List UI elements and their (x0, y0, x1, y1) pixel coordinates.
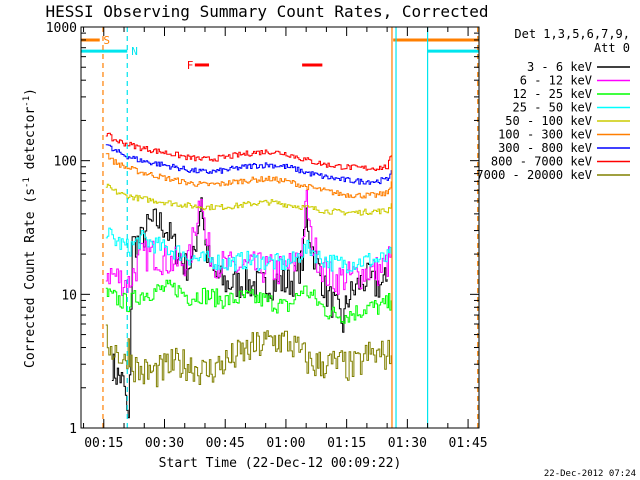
x-tick-label: 00:30 (145, 436, 184, 451)
y-tick-label: 100 (54, 155, 77, 170)
x-axis-label: Start Time (22-Dec-12 00:09:22) (159, 456, 402, 471)
legend-label-4: 50 - 100 keV (505, 114, 592, 128)
y-axis-label: Corrected Count Rate (s-1 detector-1) (22, 88, 38, 368)
x-tick-label: 00:15 (84, 436, 123, 451)
y-axis-label-end: ) (23, 88, 38, 96)
legend-label-0: 3 - 6 keV (527, 60, 592, 74)
series-line-8 (105, 324, 392, 388)
legend-label-7: 800 - 7000 keV (491, 155, 592, 169)
x-tick-label: 01:15 (327, 436, 366, 451)
y-axis-label-exp1: -1 (22, 177, 32, 188)
series-line-5 (105, 153, 392, 199)
series-line-3 (105, 227, 392, 274)
x-tick-label: 01:30 (388, 436, 427, 451)
legend-label-5: 100 - 300 keV (498, 128, 592, 142)
x-tick-label: 01:45 (449, 436, 488, 451)
legend-label-3: 25 - 50 keV (513, 101, 592, 115)
flag-label-N: N (131, 45, 138, 58)
x-tick-label: 00:45 (206, 436, 245, 451)
flag-label-F: F (187, 59, 194, 72)
y-axis-label-exp2: -1 (22, 96, 32, 107)
series-line-4 (105, 183, 392, 216)
y-axis-label-main: Corrected Count Rate (s (23, 188, 38, 368)
legend-label-6: 300 - 800 keV (498, 141, 592, 155)
y-tick-label: 1 (69, 422, 77, 437)
series-line-7 (105, 132, 392, 171)
x-tick-label: 01:00 (266, 436, 305, 451)
legend-label-1: 6 - 12 keV (520, 74, 592, 88)
timestamp: 22-Dec-2012 07:24 (544, 469, 636, 479)
legend-header-line1: Det 1,3,5,6,7,9, (514, 27, 630, 41)
flag-label-S: S (103, 34, 110, 47)
y-tick-label: 10 (61, 288, 77, 303)
series-line-0 (111, 197, 388, 419)
y-axis-label-mid: detector (23, 107, 38, 178)
legend-header-line2: Att 0 (594, 41, 630, 55)
legend-label-2: 12 - 25 keV (513, 87, 592, 101)
y-tick-label: 1000 (46, 21, 77, 36)
chart-title: HESSI Observing Summary Count Rates, Cor… (45, 2, 488, 21)
plot-frame (80, 26, 480, 429)
series-line-2 (105, 279, 392, 324)
legend-label-8: 7000 - 20000 keV (476, 168, 592, 182)
series-line-6 (105, 144, 392, 185)
series-line-1 (105, 189, 392, 296)
